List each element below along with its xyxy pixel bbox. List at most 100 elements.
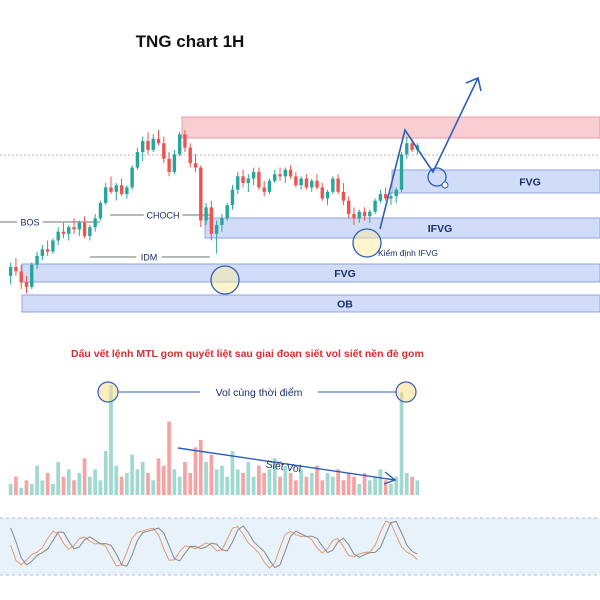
idm-level-label: IDM [141, 253, 158, 263]
volume-bar [220, 465, 224, 495]
candle-body [56, 231, 60, 241]
candle-body [40, 249, 45, 256]
candle-body [230, 189, 235, 206]
levels-layer: BOS CHOCH IDM [0, 211, 210, 263]
volume-bar [251, 476, 256, 495]
volume-bar [51, 484, 55, 495]
chart-title: TNG chart 1H [136, 32, 245, 51]
candle-body [410, 143, 414, 150]
fvg-zone-upper [391, 169, 600, 194]
volume-bar [198, 440, 203, 495]
candle-body [114, 185, 118, 192]
candle-body [125, 187, 129, 195]
volume-bar [373, 476, 377, 495]
volume-circle-right [395, 381, 417, 403]
candle-body [130, 167, 134, 188]
volume-bar [193, 447, 198, 495]
candle-body [51, 240, 55, 252]
candle-body [77, 222, 81, 230]
volume-bar [72, 480, 76, 495]
volume-bar [288, 473, 293, 495]
volume-bar [156, 458, 161, 495]
candle-body [30, 264, 34, 287]
volume-bar [151, 480, 156, 495]
candle-body [389, 196, 393, 199]
candle-body [214, 224, 219, 234]
projection-path [379, 77, 479, 230]
volume-bar [267, 469, 272, 495]
candle-body [135, 152, 140, 168]
candle-body [188, 147, 192, 164]
target-dot [441, 181, 449, 189]
volume-bar [14, 476, 18, 495]
candle-body [193, 163, 198, 168]
fvg-zone-lower-label: FVG [334, 268, 356, 280]
volume-bar [330, 476, 335, 495]
candle-body [331, 178, 335, 192]
candle-body [304, 178, 309, 188]
ifvg-test-label: Kiểm định IFVG [378, 248, 438, 258]
candle-body [93, 218, 97, 228]
overlay-layer: Kiểm định IFVG [210, 76, 482, 295]
candle-body [24, 282, 29, 287]
highlight-circle-ifvg [352, 228, 382, 258]
oscillator-d-line [10, 521, 418, 569]
volume-bar [204, 462, 208, 495]
candle-body [67, 227, 71, 234]
volume-bar [399, 392, 404, 495]
volume-bar [383, 480, 388, 495]
candle-body [119, 185, 124, 195]
volume-bar [29, 484, 34, 495]
choch-level-label: CHOCH [147, 211, 180, 221]
candle-body [162, 143, 166, 159]
volume-bar [352, 476, 356, 495]
volume-bar [309, 473, 314, 495]
candle-body [251, 171, 256, 179]
volume-bar [66, 469, 71, 495]
volume-bar [214, 469, 219, 495]
volume-bar [225, 476, 230, 495]
volume-bar [135, 469, 140, 495]
volume-bar [88, 476, 92, 495]
volume-bar [320, 480, 325, 495]
candle-body [383, 194, 388, 199]
candle-body [82, 222, 87, 237]
candle-body [241, 176, 245, 184]
candle-body [8, 266, 13, 276]
volume-bar [394, 476, 399, 495]
bos-level-label: BOS [20, 218, 39, 228]
candle-body [257, 171, 261, 188]
candle-body [204, 207, 208, 221]
volume-bar [124, 473, 129, 495]
candle-body [368, 211, 372, 217]
volume-bar [357, 484, 362, 495]
volume-bar [130, 454, 134, 495]
candle-body [220, 218, 224, 225]
volume-bar [235, 469, 240, 495]
candle-body [167, 158, 171, 172]
candle-body [283, 169, 287, 177]
candle-body [109, 187, 113, 192]
oscillator-k-line [10, 520, 418, 569]
projection-arrowhead [465, 76, 482, 92]
candle-body [236, 176, 240, 190]
volume-bar [262, 473, 267, 495]
ob-zone [21, 294, 600, 313]
volume-bar [167, 421, 171, 495]
volume-bar [336, 469, 340, 495]
volume-bar [77, 473, 82, 495]
candle-body [151, 138, 155, 150]
volume-bar [241, 473, 245, 495]
volume-bar [230, 451, 235, 495]
candle-body [183, 134, 187, 148]
candle-body [88, 227, 92, 237]
volume-bar [146, 473, 150, 495]
volume-bar [283, 465, 288, 495]
candle-body [19, 271, 23, 283]
volume-bar [172, 469, 177, 495]
volume-bar [109, 385, 113, 495]
fvg-zone-upper-label: FVG [519, 177, 541, 189]
candles-layer [8, 129, 420, 294]
oscillator-background [0, 518, 600, 575]
